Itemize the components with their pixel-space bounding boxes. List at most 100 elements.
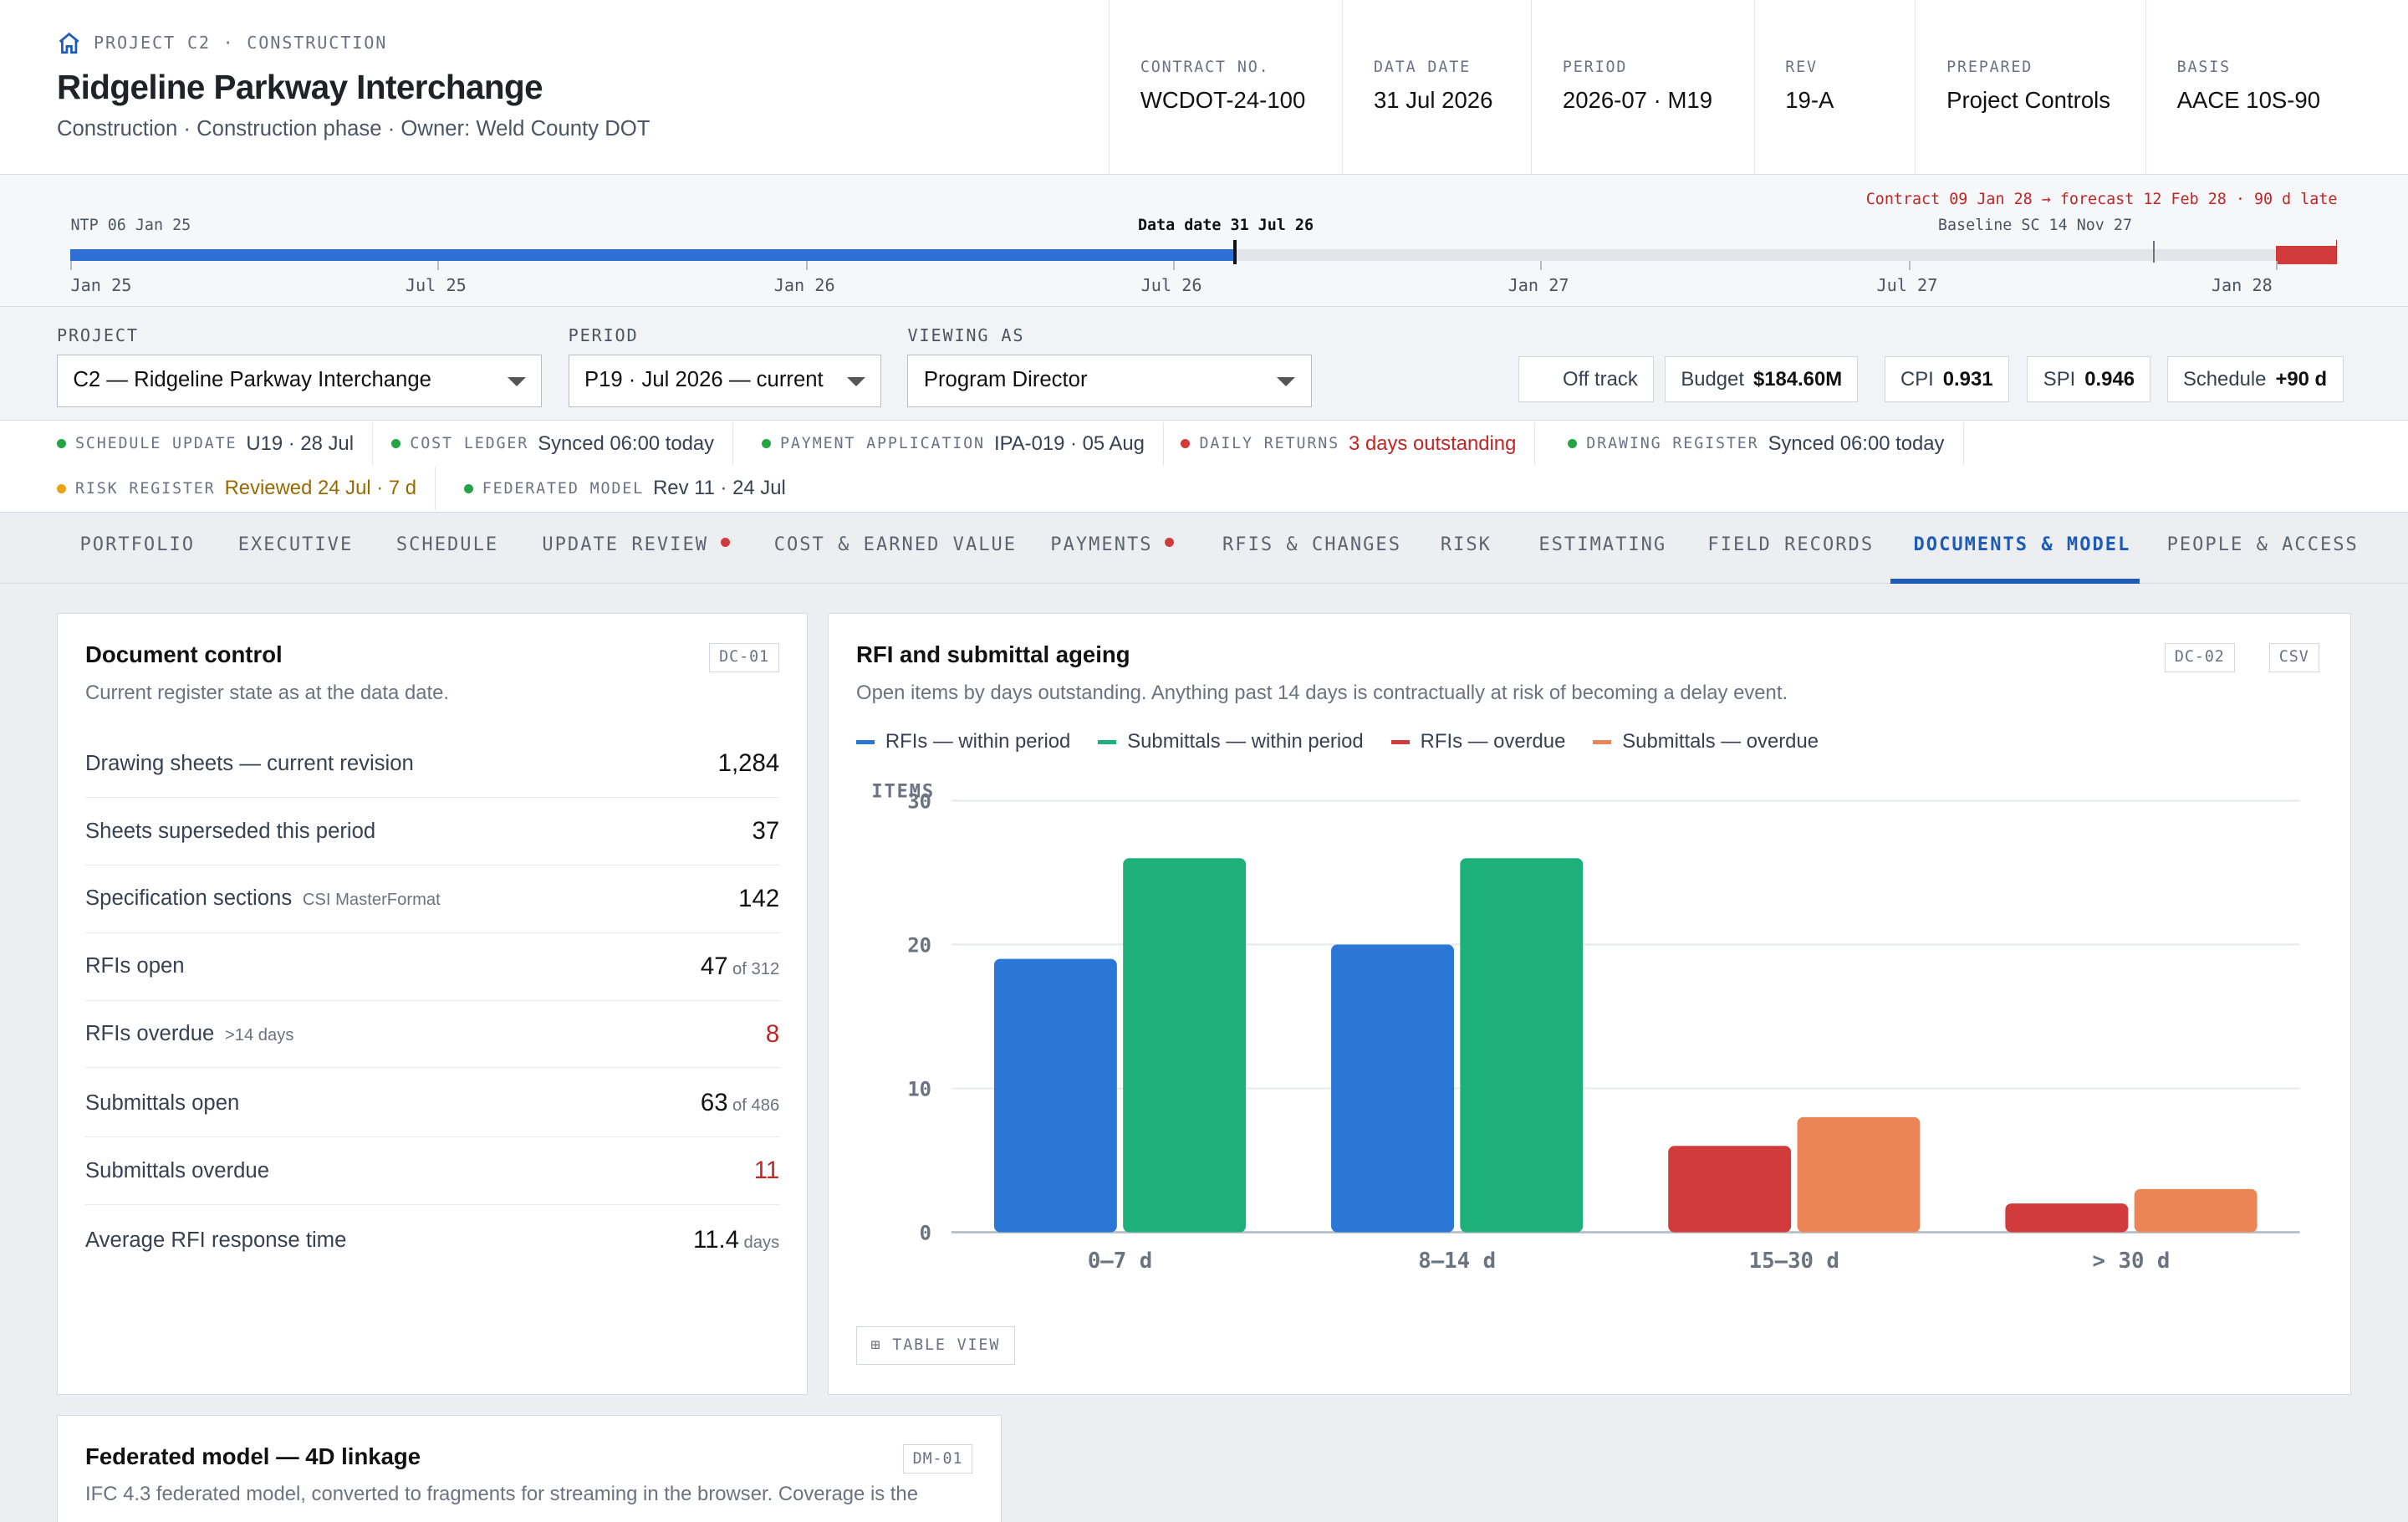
y-tick-label: 30 — [907, 790, 931, 814]
panel-tag: DC-02 — [2164, 642, 2235, 672]
tab-cost-earned-value[interactable]: COST & EARNED VALUE — [773, 534, 1018, 556]
kpi-cpi: CPI 0.931 — [1884, 356, 2009, 403]
source-label: PAYMENT APPLICATION — [780, 435, 985, 453]
filter-bar: PROJECT C2 — Ridgeline Parkway Interchan… — [0, 307, 2408, 421]
kpi-label: SPI — [2043, 367, 2076, 391]
kpi-label: Schedule — [2182, 367, 2267, 391]
tab-update-review[interactable]: UPDATE REVIEW — [542, 534, 730, 556]
metric-note: >14 days — [224, 1026, 294, 1045]
tab-payments[interactable]: PAYMENTS — [1050, 534, 1175, 556]
eyebrow-project: PROJECT C2 — [94, 33, 211, 54]
legend-swatch — [1390, 739, 1410, 745]
bar-3 — [1797, 1117, 1921, 1233]
metric-suffix: of 486 — [732, 1096, 780, 1116]
csv-export-button[interactable]: CSV — [2268, 642, 2319, 672]
source-value: U19 · 28 Jul — [246, 432, 354, 455]
metric-suffix: of 312 — [732, 959, 780, 978]
metric-label: Average RFI response time — [85, 1228, 347, 1252]
metric-label: Submittals open — [85, 1090, 240, 1115]
tab-executive[interactable]: EXECUTIVE — [237, 534, 354, 556]
status-dot — [56, 439, 66, 449]
bar-3 — [2134, 1189, 2258, 1233]
home-icon[interactable] — [57, 31, 81, 55]
status-dot — [762, 439, 772, 449]
alert-dot — [720, 538, 730, 548]
source-daily-returns[interactable]: DAILY RETURNS 3 days outstanding — [1181, 422, 1536, 466]
source-cost-ledger[interactable]: COST LEDGER Synced 06:00 today — [391, 422, 734, 466]
metric-label: Specification sections — [85, 886, 293, 911]
x-tick-label: > 30 d — [2093, 1249, 2171, 1274]
table-view-button[interactable]: ⊞ TABLE VIEW — [856, 1326, 1015, 1365]
metric-value: 8 — [765, 1019, 780, 1048]
status-dot — [1568, 439, 1578, 449]
legend-item: RFIs — overdue — [1390, 730, 1565, 753]
metric-row-specification-sections: Specification sections CSI MasterFormat … — [85, 866, 780, 933]
legend-label: Submittals — within period — [1127, 730, 1364, 753]
chart-legend: RFIs — within period Submittals — within… — [856, 730, 1819, 753]
legend-item: Submittals — within period — [1098, 730, 1364, 753]
project-select-value: C2 — Ridgeline Parkway Interchange — [73, 367, 431, 391]
tab-estimating[interactable]: ESTIMATING — [1538, 534, 1667, 556]
period-select[interactable]: P19 · Jul 2026 — current — [568, 355, 882, 407]
panel-subtitle: Current register state as at the data da… — [85, 681, 450, 704]
source-schedule-update[interactable]: SCHEDULE UPDATE U19 · 28 Jul — [56, 422, 374, 466]
meta-label: DATA DATE — [1373, 58, 1471, 76]
viewing-as-value: Program Director — [923, 367, 1088, 391]
panel-tag: DC-01 — [709, 642, 780, 672]
panel-subtitle: Open items by days outstanding. Anything… — [856, 681, 1788, 704]
active-tab-indicator — [1890, 579, 2140, 584]
metric-note: CSI MasterFormat — [302, 891, 441, 910]
meta-contract: CONTRACT NO. WCDOT-24-100 — [1109, 0, 1342, 174]
metric-value: 142 — [738, 884, 780, 912]
timeline-tick — [1909, 261, 1911, 271]
period-filter-label: PERIOD — [568, 325, 639, 346]
panel-tag: DM-01 — [902, 1444, 973, 1474]
data-sources-bar: SCHEDULE UPDATE U19 · 28 Jul COST LEDGER… — [0, 421, 2408, 513]
legend-swatch — [1593, 739, 1612, 745]
source-label: RISK REGISTER — [74, 479, 216, 498]
metric-label: Submittals overdue — [85, 1158, 270, 1182]
tab-people-access[interactable]: PEOPLE & ACCESS — [2166, 534, 2359, 556]
viewing-filter-label: VIEWING AS — [907, 325, 1025, 346]
panel-title: Federated model — 4D linkage — [85, 1443, 421, 1469]
tab-label: UPDATE REVIEW — [542, 534, 709, 556]
status-dot — [463, 483, 473, 493]
source-value: IPA-019 · 05 Aug — [993, 432, 1145, 455]
panel-title: RFI and submittal ageing — [856, 641, 1130, 667]
federated-model-panel: Federated model — 4D linkage DM-01 IFC 4… — [56, 1414, 1002, 1522]
data-date-marker — [1232, 239, 1237, 264]
source-value: Rev 11 · 24 Jul — [653, 477, 786, 500]
tab-portfolio[interactable]: PORTFOLIO — [79, 534, 196, 556]
tab-field-records[interactable]: FIELD RECORDS — [1707, 534, 1875, 556]
metric-value: 47 — [700, 952, 728, 980]
tab-risk[interactable]: RISK — [1440, 534, 1492, 556]
status-badge: Off track — [1518, 356, 1655, 403]
timeline-tick-label: Jan 27 — [1508, 274, 1569, 295]
timeline-tick-label: Jul 25 — [405, 274, 467, 295]
tab-label: PAYMENTS — [1050, 534, 1153, 556]
metric-row-avg-rfi-response: Average RFI response time 11.4 days — [85, 1207, 779, 1274]
viewing-as-select[interactable]: Program Director — [907, 355, 1312, 407]
kpi-value: 0.946 — [2084, 367, 2135, 391]
source-drawing-register[interactable]: DRAWING REGISTER Synced 06:00 today — [1568, 422, 1964, 466]
source-risk-register[interactable]: RISK REGISTER Reviewed 24 Jul · 7 d — [56, 467, 436, 510]
meta-label: CONTRACT NO. — [1140, 58, 1270, 76]
meta-basis: BASIS AACE 10S-90 — [2145, 0, 2408, 174]
tab-documents-model[interactable]: DOCUMENTS & MODEL — [1913, 534, 2131, 556]
meta-rev: REV 19-A — [1753, 0, 1916, 174]
page-title: Ridgeline Parkway Interchange — [56, 67, 543, 106]
chevron-down-icon — [846, 376, 865, 386]
metric-row-sheets-superseded: Sheets superseded this period 37 — [85, 798, 780, 866]
page-header: PROJECT C2 · CONSTRUCTION Ridgeline Park… — [0, 0, 2408, 176]
source-payment-application[interactable]: PAYMENT APPLICATION IPA-019 · 05 Aug — [762, 422, 1164, 466]
tab-schedule[interactable]: SCHEDULE — [395, 534, 499, 556]
meta-data-date: DATA DATE 31 Jul 2026 — [1342, 0, 1531, 174]
meta-label: PERIOD — [1562, 58, 1628, 76]
tab-rfis-changes[interactable]: RFIS & CHANGES — [1222, 534, 1401, 556]
source-federated-model[interactable]: FEDERATED MODEL Rev 11 · 24 Jul — [463, 467, 804, 509]
source-value: Reviewed 24 Jul · 7 d — [224, 477, 417, 500]
legend-item: RFIs — within period — [856, 730, 1070, 753]
project-select[interactable]: C2 — Ridgeline Parkway Interchange — [56, 355, 543, 407]
timeline-tick — [437, 261, 440, 271]
